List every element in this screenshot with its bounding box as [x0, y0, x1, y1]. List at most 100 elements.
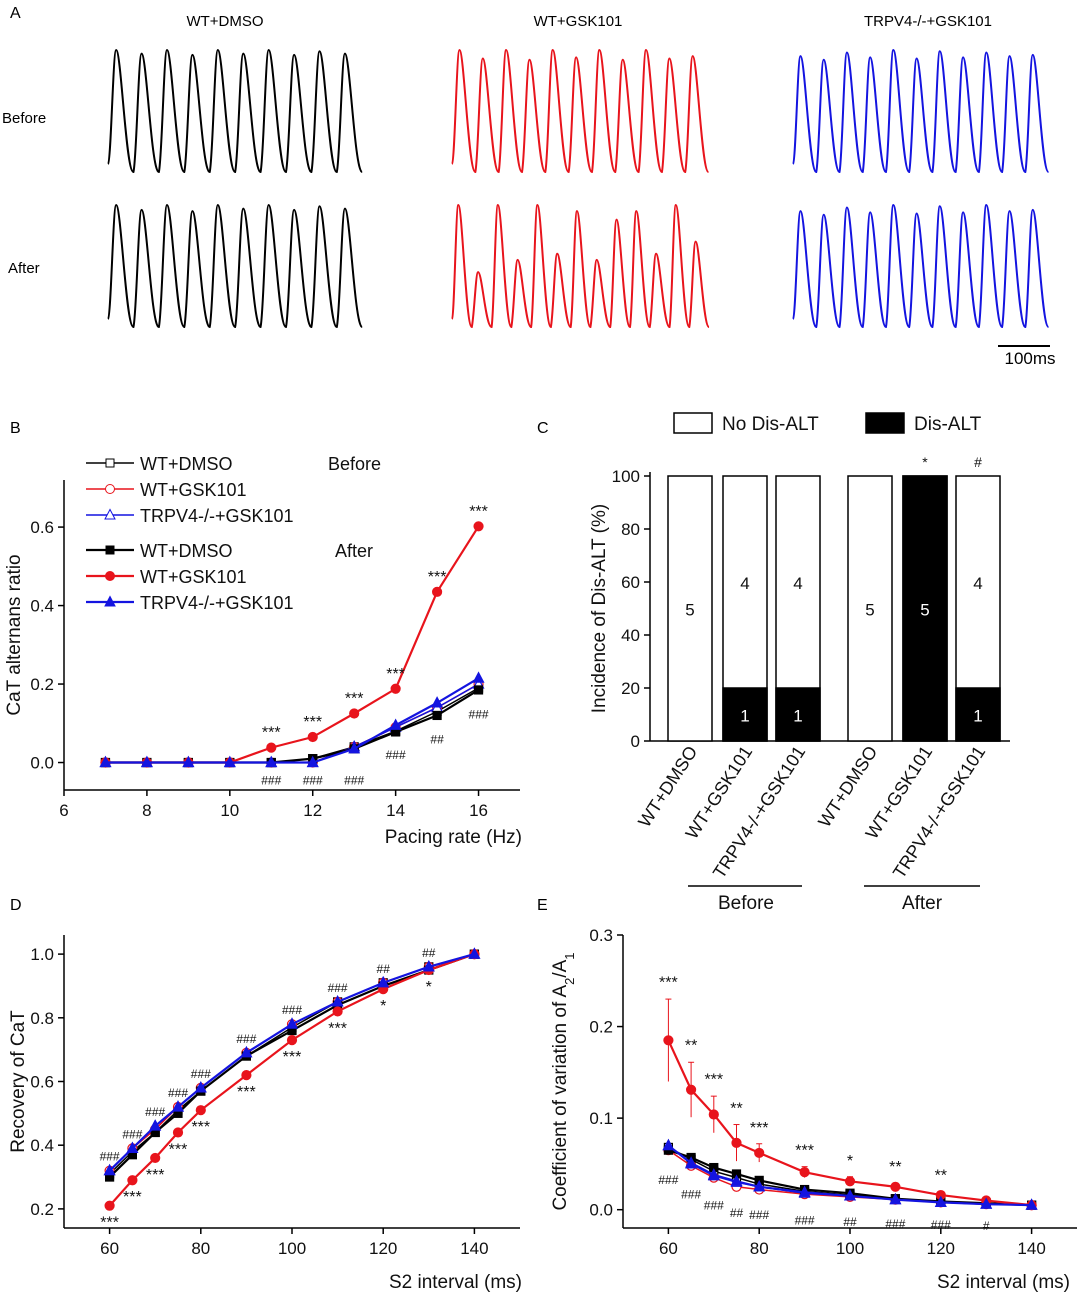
x-tick-label: 6	[59, 801, 68, 820]
x-axis-label: S2 interval (ms)	[937, 1272, 1070, 1293]
y-tick-label: 100	[612, 467, 640, 486]
y-tick-label: 0.2	[30, 675, 54, 694]
x-tick-label: 120	[369, 1239, 397, 1258]
significance-mark: ###	[261, 774, 281, 788]
bar-no-dis-alt	[667, 475, 713, 742]
data-point	[844, 1189, 856, 1201]
y-tick-label: 60	[621, 573, 640, 592]
data-point	[731, 1137, 742, 1148]
bar-count-label: 5	[920, 601, 929, 620]
significance-mark: ***	[237, 1084, 256, 1101]
significance-mark: ***	[795, 1143, 814, 1160]
legend-label: TRPV4-/-+GSK101	[140, 593, 294, 613]
bar-count-label: 5	[865, 601, 874, 620]
trace-trpv4_before	[792, 48, 1050, 174]
data-point	[172, 1100, 184, 1112]
data-point	[241, 1070, 252, 1081]
column-title-wt-gsk101: WT+GSK101	[534, 13, 623, 30]
legend-marker	[105, 545, 115, 555]
x-tick-label: 8	[142, 801, 151, 820]
significance-mark: ***	[469, 503, 488, 520]
data-point	[306, 755, 319, 768]
data-point	[1025, 1198, 1038, 1210]
significance-mark: ***	[303, 714, 322, 731]
significance-mark: ***	[345, 690, 364, 707]
x-tick-label: 100	[836, 1239, 864, 1258]
column-title-trpv4-gsk101: TRPV4-/-+GSK101	[864, 13, 992, 30]
data-point	[708, 1109, 719, 1120]
row-label-after: After	[8, 260, 40, 277]
y-tick-label: 0.2	[589, 1018, 613, 1037]
data-point	[104, 1200, 115, 1211]
data-point	[349, 708, 360, 719]
y-tick-label: 20	[621, 679, 640, 698]
legend-label: WT+DMSO	[140, 541, 233, 561]
data-point	[286, 1034, 298, 1046]
data-point	[890, 1181, 901, 1192]
legend-label: TRPV4-/-+GSK101	[140, 506, 294, 526]
significance-mark: ***	[123, 1189, 142, 1206]
x-axis-label: S2 interval (ms)	[389, 1272, 522, 1293]
panel-letter-e: E	[537, 897, 548, 914]
panel-b-line-chart: 6 8 10 12 14 16 0.0 0.2 0.4 0.6 Pacing rate (Hz) Ca…	[4, 454, 522, 848]
series-line	[105, 683, 479, 764]
category-label: TRPV4-/-+GSK101	[709, 742, 809, 882]
data-point	[799, 1167, 810, 1178]
bar-count-label: 1	[740, 707, 749, 726]
trace-wt_dmso_before	[107, 48, 364, 174]
data-point	[753, 1180, 766, 1192]
series-line	[105, 687, 479, 764]
data-point	[265, 755, 278, 768]
bar-dis-alt	[955, 687, 1001, 742]
data-point	[103, 1163, 116, 1176]
significance-mark: ###	[303, 774, 323, 788]
significance-mark: ***	[191, 1119, 210, 1136]
y-axis-label-mid: /A	[550, 959, 571, 977]
x-tick-label: 60	[659, 1239, 678, 1258]
significance-mark: ***	[283, 1049, 302, 1066]
bar-count-label: 1	[973, 707, 982, 726]
panel-d-line-chart: 60 80 100 120 140 0.2 0.4 0.6 0.8 1.0 S2 interval …	[8, 935, 522, 1293]
significance-mark: ##	[730, 1206, 744, 1220]
data-point	[473, 685, 484, 695]
panel-letter-b: B	[10, 420, 21, 437]
significance-mark: *	[847, 1153, 853, 1170]
data-point	[127, 1175, 138, 1186]
data-point	[182, 755, 195, 768]
significance-mark: **	[935, 1167, 947, 1184]
data-point	[431, 586, 443, 597]
significance-mark: ###	[236, 1032, 256, 1046]
x-tick-label: 120	[927, 1239, 955, 1258]
significance-mark: ***	[659, 974, 678, 991]
significance-mark: ###	[100, 1150, 120, 1164]
significance-mark: ***	[100, 1215, 119, 1232]
legend-label: WT+GSK101	[140, 567, 247, 587]
data-point	[240, 1046, 253, 1058]
data-point	[195, 1105, 206, 1116]
bar-count-label: 4	[740, 574, 749, 593]
calcium-traces	[107, 48, 1050, 329]
y-axis-label-sub: 2	[562, 978, 577, 985]
y-tick-label: 1.0	[30, 945, 54, 964]
significance-mark: ***	[262, 725, 281, 742]
group-label-before: Before	[718, 893, 774, 914]
y-tick-label: 0	[631, 732, 640, 751]
series-line	[105, 677, 480, 764]
significance-mark: ##	[430, 732, 444, 746]
significance-mark: ###	[168, 1086, 188, 1100]
data-point	[348, 742, 361, 754]
y-tick-label: 0.4	[30, 1136, 54, 1155]
data-point	[432, 710, 442, 721]
legend-swatch-dis-alt	[865, 412, 905, 434]
bar-count-label: 1	[793, 707, 802, 726]
significance-mark: ##	[843, 1215, 857, 1229]
x-tick-label: 140	[460, 1239, 488, 1258]
x-tick-label: 14	[386, 801, 405, 820]
significance-mark: ***	[428, 569, 447, 586]
data-point	[685, 1156, 698, 1168]
data-point	[389, 718, 402, 730]
y-axis-label: Incidence of Dis-ALT (%)	[589, 504, 610, 713]
significance-mark: ***	[146, 1167, 165, 1184]
bar-count-label: 4	[793, 574, 802, 593]
y-axis-label: Recovery of CaT	[8, 1010, 29, 1153]
